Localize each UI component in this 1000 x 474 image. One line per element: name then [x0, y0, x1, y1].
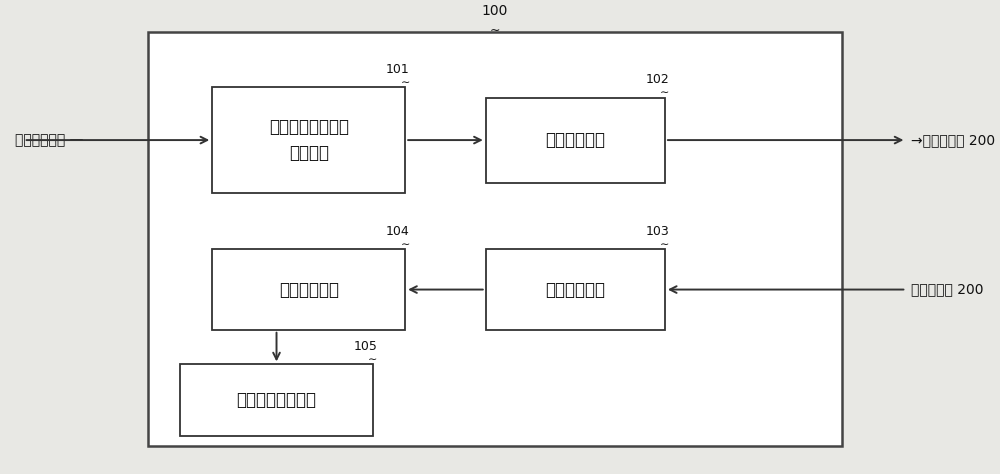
Text: 消息生成单元: 消息生成单元	[545, 131, 605, 149]
Text: ∼: ∼	[660, 88, 670, 98]
Text: 自监视装置 200: 自监视装置 200	[911, 283, 983, 297]
Text: 周边小区信息 —: 周边小区信息 —	[15, 133, 83, 147]
Text: 服务管理功能单元: 服务管理功能单元	[237, 391, 317, 409]
Text: 消息分析单元: 消息分析单元	[279, 281, 339, 299]
Text: 100: 100	[482, 4, 508, 18]
Bar	[148, 32, 842, 446]
Bar	[180, 365, 373, 436]
Text: 103: 103	[646, 225, 670, 238]
Text: 104: 104	[386, 225, 410, 238]
Text: 消息接收单元: 消息接收单元	[545, 281, 605, 299]
Text: 102: 102	[646, 73, 670, 86]
Text: 101: 101	[386, 63, 410, 76]
Bar	[212, 87, 405, 193]
Text: →至监视装置 200: →至监视装置 200	[911, 133, 995, 147]
Bar	[212, 249, 405, 330]
Text: ∼: ∼	[660, 240, 670, 250]
Text: ∼: ∼	[400, 78, 410, 88]
Text: ∼: ∼	[490, 24, 500, 36]
Bar	[486, 98, 665, 182]
Text: 105: 105	[354, 340, 378, 353]
Text: ∼: ∼	[368, 355, 378, 365]
Bar	[486, 249, 665, 330]
Text: 周边小区信息收集
功能单元: 周边小区信息收集 功能单元	[269, 118, 349, 162]
Text: ∼: ∼	[400, 240, 410, 250]
